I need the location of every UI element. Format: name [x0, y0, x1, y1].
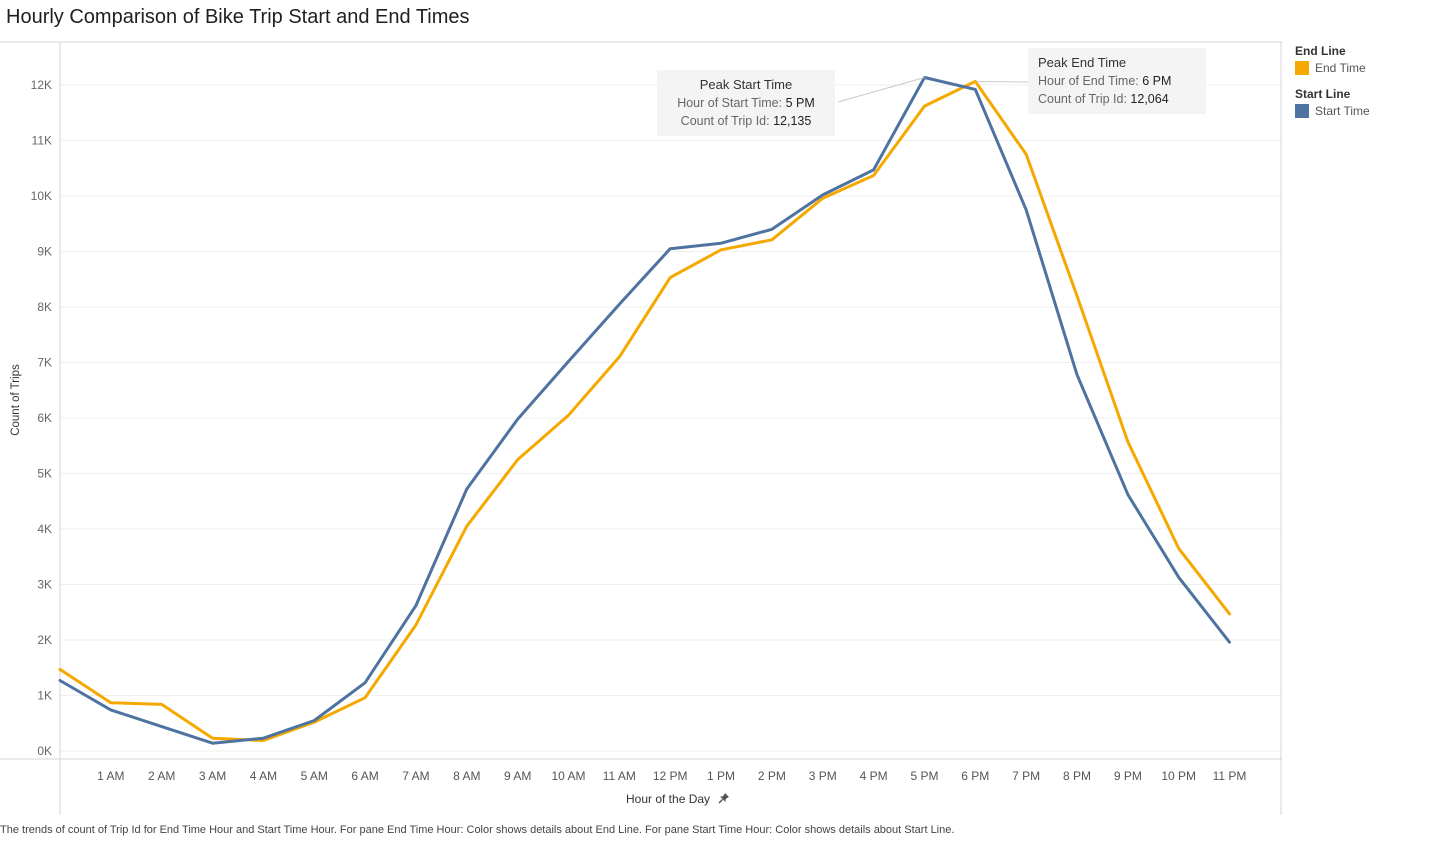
annotation-connector [975, 80, 1029, 83]
x-tick-label: 11 AM [603, 769, 636, 783]
y-tick-label: 8K [37, 300, 52, 314]
peak-start-annotation: Peak Start Time Hour of Start Time: 5 PM… [657, 70, 835, 136]
x-tick-label: 6 AM [351, 769, 378, 783]
annotation-label: Hour of End Time: [1038, 74, 1139, 88]
y-tick-label: 9K [37, 245, 52, 259]
x-tick-label: 6 PM [961, 769, 989, 783]
annotation-connector [837, 77, 925, 103]
x-tick-label: 11 PM [1213, 769, 1247, 783]
x-tick-label: 8 AM [453, 769, 480, 783]
x-tick-label: 1 AM [97, 769, 124, 783]
x-tick-label: 9 PM [1114, 769, 1142, 783]
annotation-connectors [837, 77, 1029, 103]
x-tick-label: 12 PM [653, 769, 688, 783]
legend-item-start-time[interactable]: Start Time [1295, 104, 1425, 118]
legend: End Line End Time Start Line Start Time [1295, 44, 1425, 130]
y-tick-label: 6K [37, 411, 52, 425]
peak-end-annotation: Peak End Time Hour of End Time: 6 PM Cou… [1028, 48, 1206, 114]
gridlines [60, 84, 1281, 752]
legend-swatch [1295, 104, 1309, 118]
legend-start-line: Start Line Start Time [1295, 87, 1425, 118]
legend-end-line: End Line End Time [1295, 44, 1425, 75]
series-line-start-time [58, 76, 1231, 745]
x-tick-label: 5 AM [301, 769, 328, 783]
legend-item-end-time[interactable]: End Time [1295, 61, 1425, 75]
y-tick-label: 2K [37, 633, 52, 647]
annotation-value: 12,064 [1130, 92, 1169, 106]
chart-title: Hourly Comparison of Bike Trip Start and… [6, 6, 470, 28]
legend-label: Start Time [1315, 104, 1370, 118]
annotation-label: Count of Trip Id: [680, 114, 770, 128]
x-tick-label: 1 PM [707, 769, 735, 783]
x-tick-label: 10 AM [551, 769, 585, 783]
x-tick-label: 5 PM [910, 769, 938, 783]
annotation-value: 6 PM [1142, 74, 1172, 88]
annotation-label: Hour of Start Time: [677, 96, 783, 110]
legend-label: End Time [1315, 61, 1366, 75]
y-tick-label: 0K [37, 744, 52, 758]
annotation-label: Count of Trip Id: [1038, 92, 1127, 106]
x-tick-label: 9 AM [504, 769, 531, 783]
y-tick-label: 4K [37, 522, 52, 536]
x-tick-label: 3 PM [809, 769, 837, 783]
y-tick-label: 12K [31, 78, 52, 92]
legend-title: Start Line [1295, 87, 1351, 101]
y-tick-label: 11K [32, 134, 52, 148]
y-tick-label: 10K [31, 189, 52, 203]
y-axis-label: Count of Trips [10, 364, 22, 436]
annotation-title: Peak Start Time [699, 77, 793, 92]
x-tick-label: 7 AM [402, 769, 429, 783]
annotation-title: Peak End Time [1038, 55, 1127, 70]
annotation-value: 5 PM [785, 96, 815, 110]
annotation-value: 12,135 [773, 114, 812, 128]
series-line-end-time [58, 79, 1231, 742]
y-tick-label: 7K [37, 356, 52, 370]
x-tick-label: 2 AM [148, 769, 175, 783]
x-tick-label: 4 AM [250, 769, 277, 783]
y-tick-label: 3K [37, 578, 52, 592]
y-tick-labels: 0K 1K 2K 3K 4K 5K 6K 7K 8K 9K 10K 11K 12K [31, 78, 52, 758]
x-tick-label: 3 AM [199, 769, 226, 783]
x-tick-label: 4 PM [860, 769, 888, 783]
x-tick-label: 7 PM [1012, 769, 1040, 783]
pin-icon[interactable] [718, 792, 730, 806]
legend-swatch [1295, 61, 1309, 75]
x-tick-label: 8 PM [1063, 769, 1091, 783]
chart-caption: The trends of count of Trip Id for End T… [0, 824, 955, 836]
y-tick-label: 5K [37, 467, 52, 481]
x-axis-label: Hour of the Day [626, 792, 711, 806]
x-tick-label: 10 PM [1161, 769, 1196, 783]
legend-title: End Line [1295, 44, 1346, 58]
series-lines [58, 76, 1231, 745]
x-tick-label: 2 PM [758, 769, 786, 783]
y-tick-label: 1K [37, 689, 52, 703]
axes [0, 41, 1282, 815]
x-tick-labels: 1 AM 2 AM 3 AM 4 AM 5 AM 6 AM 7 AM 8 AM 9 AM 10 A… [97, 769, 1246, 783]
